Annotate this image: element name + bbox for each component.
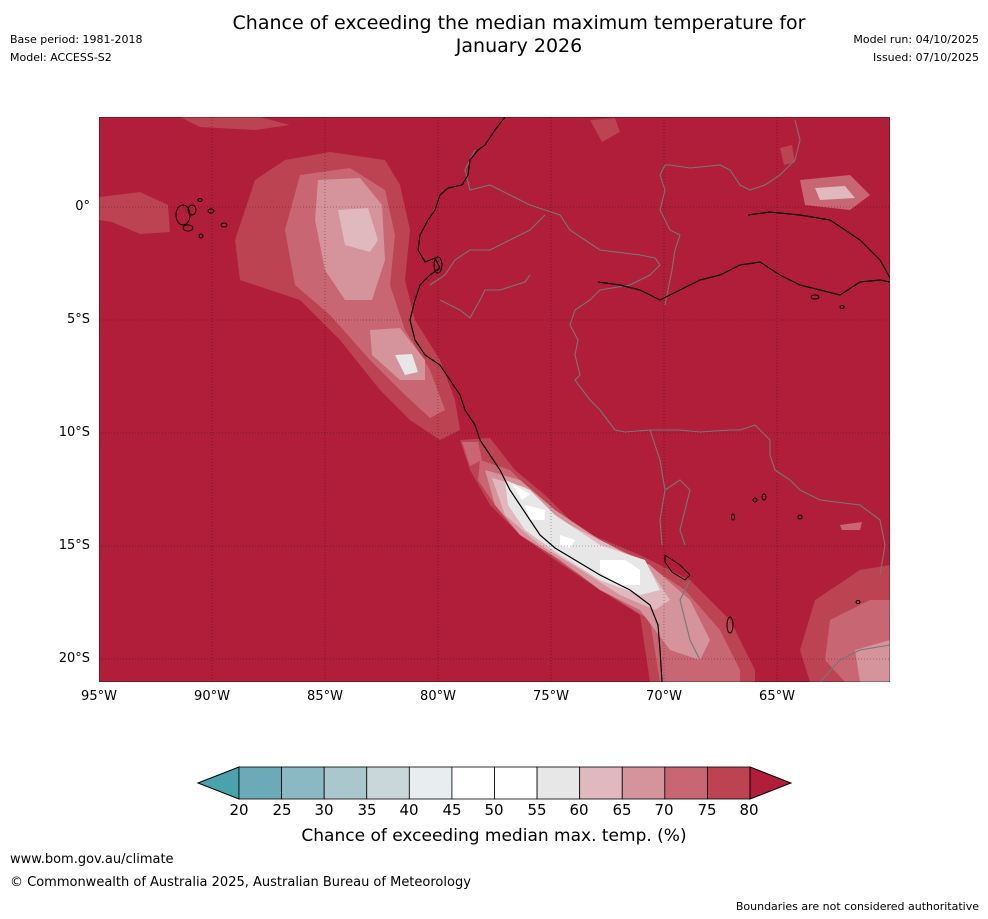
- lat-label-0: 0°: [75, 199, 90, 214]
- model-run-text: Model run: 04/10/2025: [853, 33, 979, 46]
- colorbar-title: Chance of exceeding median max. temp. (%…: [301, 826, 687, 846]
- colorbar-tick-55: 55: [527, 801, 547, 819]
- map-area: [99, 117, 890, 682]
- lon-label-95w: 95°W: [81, 689, 117, 704]
- colorbar-tick-35: 35: [357, 801, 377, 819]
- northern-anomaly: [590, 118, 620, 142]
- colorbar-bin-65-70: [621, 766, 666, 800]
- colorbar-tick-65: 65: [612, 801, 632, 819]
- colorbar-bin-35-40: [366, 766, 410, 800]
- issued-text: Issued: 07/10/2025: [872, 51, 979, 64]
- country-boundaries: [429, 119, 890, 682]
- colorbar-bin-20-25: [238, 766, 282, 800]
- colorbar-bin-55-60: [536, 766, 581, 800]
- title-line-2: January 2026: [455, 35, 583, 57]
- lon-label-80w: 80°W: [420, 689, 456, 704]
- colorbar-bin-75-80: [707, 766, 751, 800]
- map-background: [99, 117, 890, 682]
- colorbar-tick-25: 25: [272, 801, 292, 819]
- lon-label-90w: 90°W: [194, 689, 230, 704]
- colorbar-tick-70: 70: [654, 801, 674, 819]
- page-title: Chance of exceeding the median maximum t…: [150, 12, 888, 58]
- coastlines: [409, 117, 890, 682]
- lon-label-65w: 65°W: [759, 689, 795, 704]
- colorbar-bin-60-65: [579, 766, 623, 800]
- bom-url-link[interactable]: www.bom.gov.au/climate: [10, 852, 174, 867]
- colorbar-tick-20: 20: [229, 801, 249, 819]
- colorbar-tick-30: 30: [314, 801, 334, 819]
- offshore-anomaly-plume: [235, 152, 460, 440]
- colorbar-bin-70-75: [664, 766, 708, 800]
- colorbar-tick-75: 75: [697, 801, 717, 819]
- copyright-text: © Commonwealth of Australia 2025, Austra…: [10, 875, 471, 890]
- coastal-anomaly-band: [460, 438, 755, 682]
- colorbar-over-arrow: [749, 766, 793, 800]
- lat-label-20s: 20°S: [58, 651, 90, 666]
- colorbar-tick-50: 50: [484, 801, 504, 819]
- colorbar-bin-25-30: [281, 766, 325, 800]
- lakes: [433, 256, 861, 634]
- galapagos-islands: [175, 198, 228, 239]
- top-edge-anomaly: [180, 117, 290, 130]
- galapagos-anomaly: [99, 192, 170, 234]
- colorbar-tick-80: 80: [739, 801, 759, 819]
- lat-label-10s: 10°S: [58, 425, 90, 440]
- title-line-1: Chance of exceeding the median maximum t…: [232, 12, 806, 34]
- lat-label-15s: 15°S: [58, 538, 90, 553]
- lon-label-75w: 75°W: [533, 689, 569, 704]
- lon-label-70w: 70°W: [646, 689, 682, 704]
- colorbar-tick-45: 45: [442, 801, 462, 819]
- lon-label-85w: 85°W: [307, 689, 343, 704]
- colorbar-bins: [238, 766, 751, 800]
- colorbar-bin-45-50: [451, 766, 495, 800]
- colorbar-tick-60: 60: [569, 801, 589, 819]
- boundaries-disclaimer: Boundaries are not considered authoritat…: [735, 900, 979, 913]
- base-period-text: Base period: 1981-2018: [10, 33, 143, 46]
- colorbar-tick-40: 40: [399, 801, 419, 819]
- lat-label-5s: 5°S: [66, 312, 90, 327]
- graticule: [99, 117, 890, 682]
- colorbar: [196, 766, 793, 800]
- colorbar-bin-30-35: [323, 766, 368, 800]
- colorbar-bin-40-45: [408, 766, 453, 800]
- colorbar-bin-50-55: [494, 766, 538, 800]
- colorbar-under-arrow: [196, 766, 240, 800]
- model-text: Model: ACCESS-S2: [10, 51, 112, 64]
